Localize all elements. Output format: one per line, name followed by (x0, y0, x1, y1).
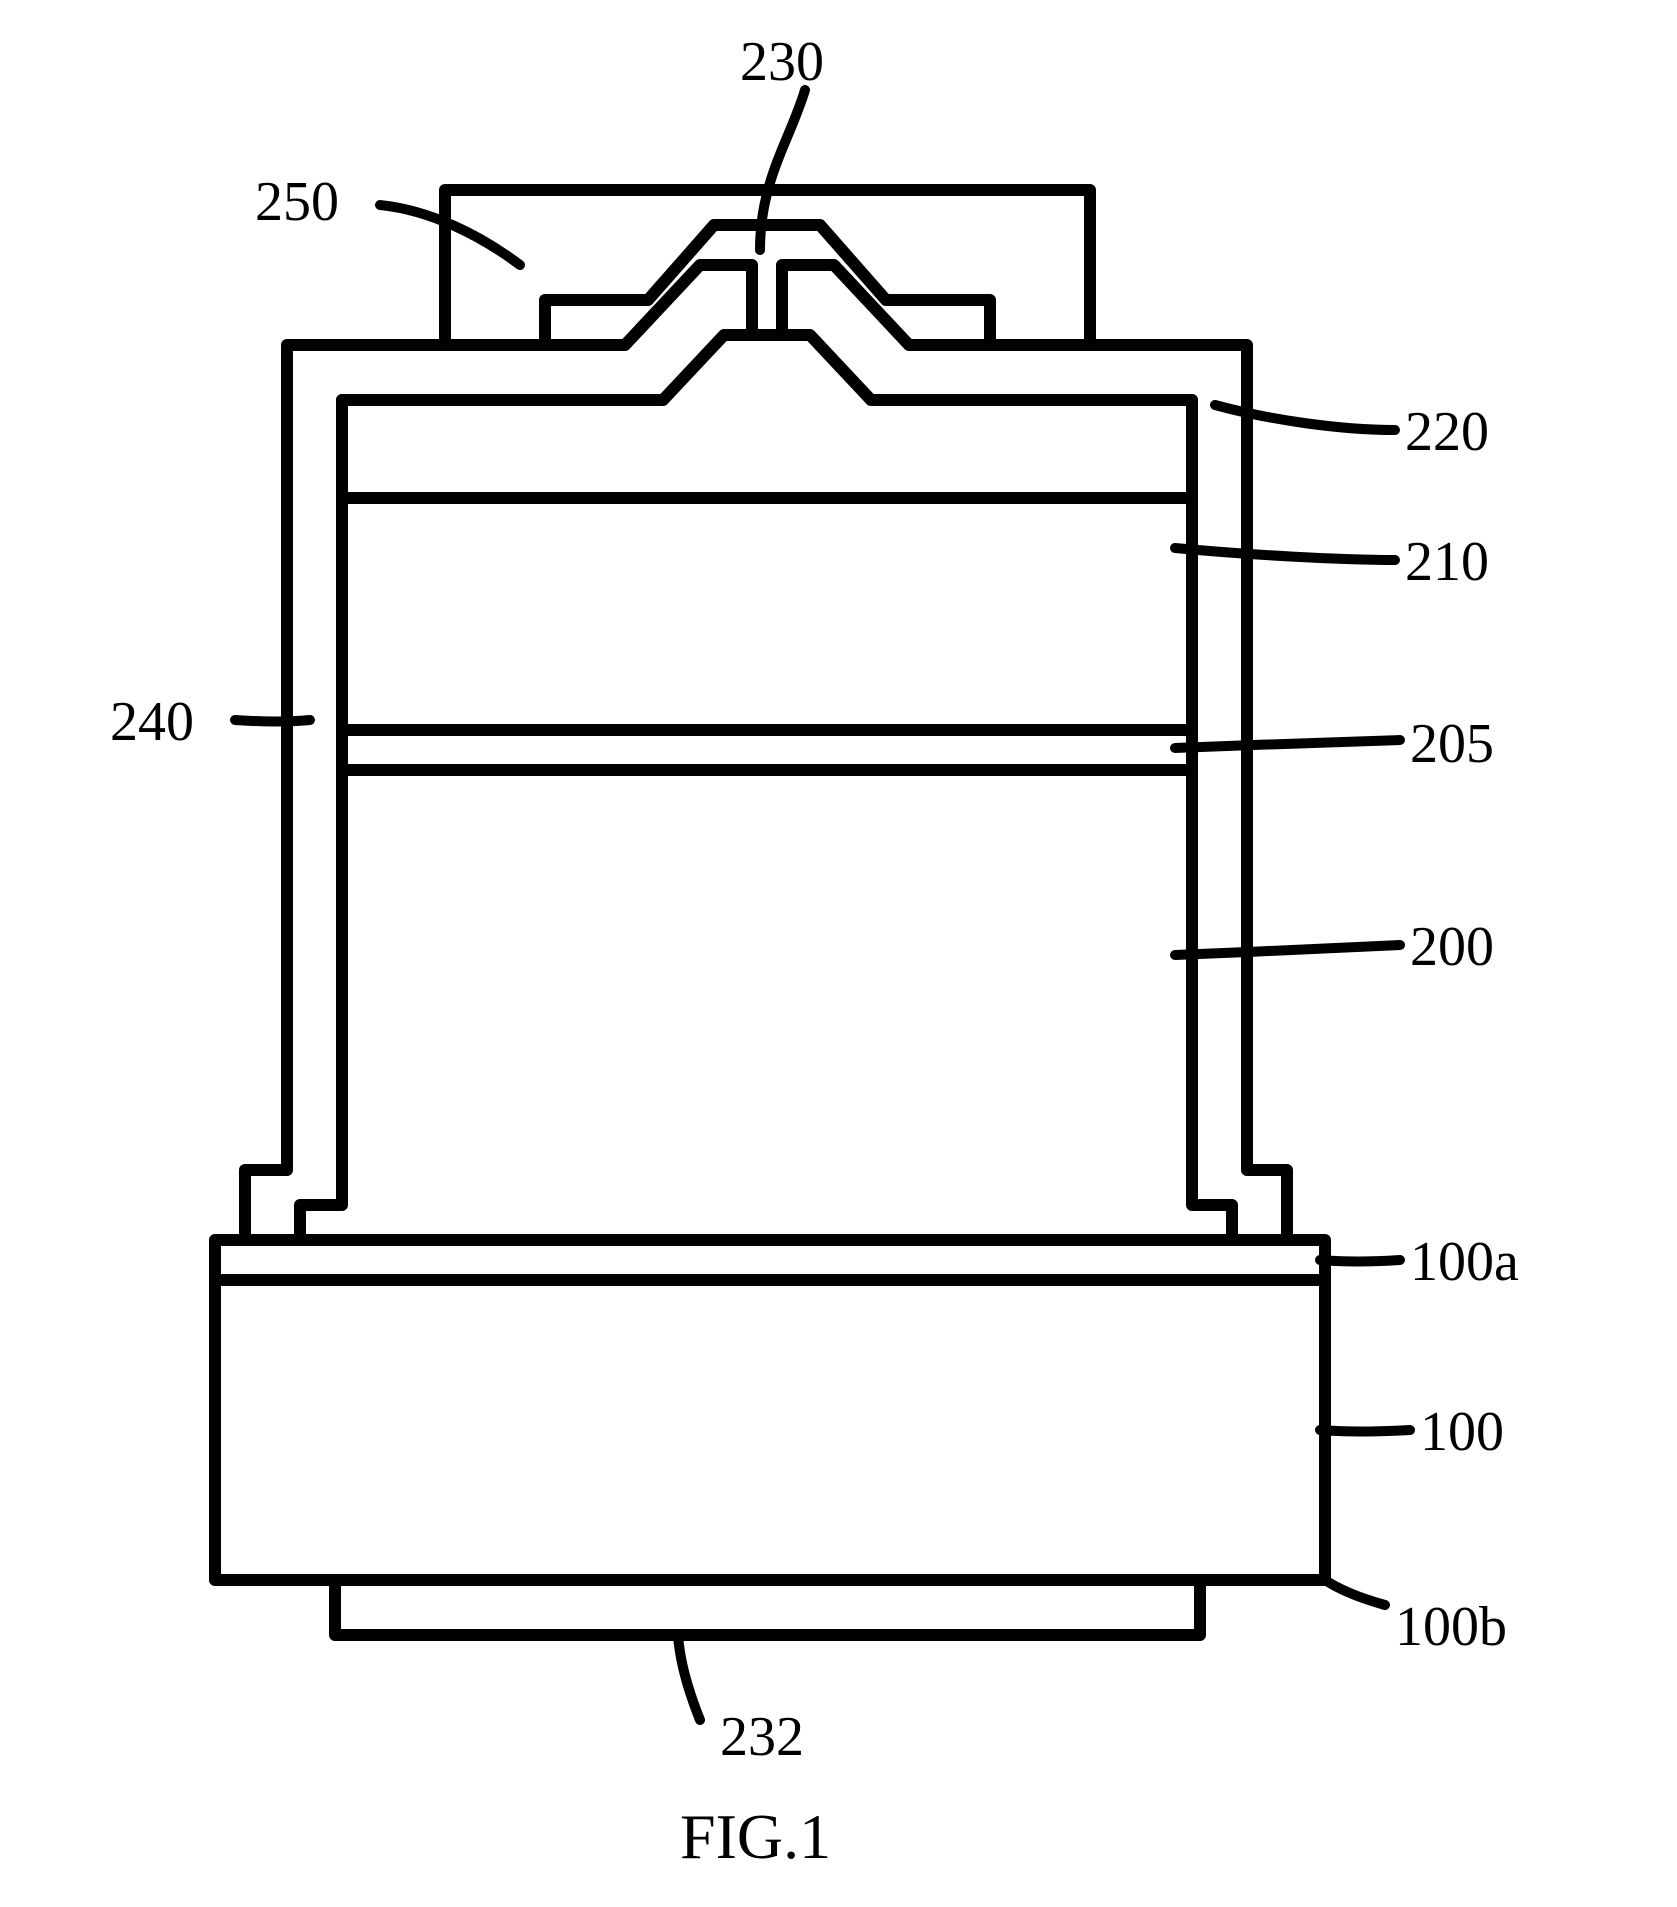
label-250: 250 (255, 170, 339, 234)
label-100a: 100a (1410, 1230, 1519, 1294)
label-230: 230 (740, 30, 824, 94)
figure-caption: FIG.1 (680, 1800, 831, 1874)
leader-lines (235, 90, 1410, 1720)
label-240: 240 (110, 690, 194, 754)
label-232: 232 (720, 1705, 804, 1769)
label-210: 210 (1405, 530, 1489, 594)
top-metal-250-inner (445, 225, 1090, 345)
figure-container: 230 250 220 210 240 205 200 100a 100 100… (0, 0, 1677, 1907)
substrate-100 (215, 1240, 1325, 1580)
mesa-right-side (1192, 400, 1232, 1240)
back-contact-232 (335, 1580, 1200, 1635)
label-200: 200 (1410, 915, 1494, 979)
label-205: 205 (1410, 712, 1494, 776)
mesa-left-side (300, 400, 342, 1240)
label-220: 220 (1405, 400, 1489, 464)
passivation-240-outer-right (782, 265, 1287, 1240)
label-100b: 100b (1395, 1595, 1507, 1659)
label-100: 100 (1420, 1400, 1504, 1464)
passivation-240-outer-left (245, 265, 752, 1240)
